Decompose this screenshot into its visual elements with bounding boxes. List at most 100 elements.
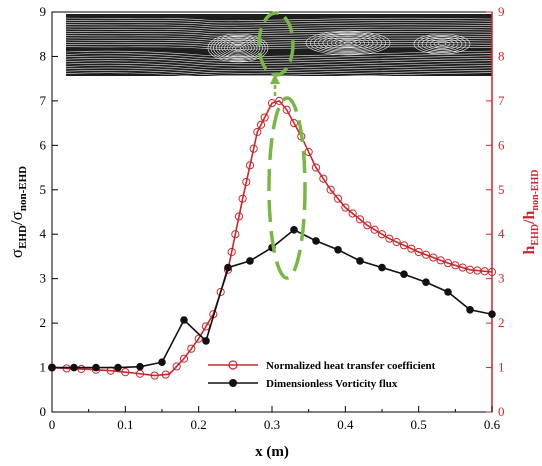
right-tick-label: 5 xyxy=(498,182,505,197)
left-tick-label: 0 xyxy=(40,404,47,419)
legend-marker-heat xyxy=(228,360,238,370)
heat-transfer-point xyxy=(289,119,299,128)
vortex-ring xyxy=(335,39,361,47)
vorticity-point xyxy=(136,362,144,371)
legend-marker-vorticity xyxy=(229,379,237,387)
x-tick-label: 0.1 xyxy=(117,417,133,432)
vortex-ring xyxy=(226,42,250,54)
annotation-ellipse-bottom xyxy=(267,96,307,280)
vorticity-point xyxy=(114,363,122,372)
left-tick-label: 8 xyxy=(40,48,47,63)
vorticity-point xyxy=(444,288,452,296)
heat-transfer-point xyxy=(377,230,387,239)
right-tick-label: 9 xyxy=(498,4,505,19)
heat-transfer-point xyxy=(421,250,431,259)
vortex-ring xyxy=(433,40,451,48)
right-tick-label: 2 xyxy=(498,315,505,330)
heat-transfer-point xyxy=(150,371,159,380)
right-tick-label: 6 xyxy=(498,137,505,152)
vortex-ring xyxy=(305,30,391,56)
heat-transfer-point xyxy=(275,96,284,105)
heat-transfer-point xyxy=(451,261,460,270)
vortex-ring xyxy=(232,45,244,51)
heat-transfer-point xyxy=(234,212,244,221)
heat-transfer-point xyxy=(333,194,343,203)
vortex-ring xyxy=(215,37,261,59)
left-axis: 0 1 2 3 4 5 6 7 8 9 xyxy=(40,4,58,419)
right-tick-label: 8 xyxy=(498,48,505,63)
x-axis: 0 0.1 0.2 0.3 0.4 0.5 0.6 xyxy=(49,406,501,432)
heat-transfer-point xyxy=(326,185,335,194)
heat-transfer-point xyxy=(355,215,365,224)
vortex-ring xyxy=(417,35,467,53)
heat-transfer-point xyxy=(487,267,497,277)
streamline xyxy=(66,39,492,44)
heat-transfer-point xyxy=(282,105,291,114)
heat-transfer-point xyxy=(238,194,247,203)
left-tick-label: 5 xyxy=(40,182,47,197)
left-tick-label: 3 xyxy=(40,271,47,286)
heat-transfer-point xyxy=(256,120,266,129)
vortex-ring xyxy=(339,40,357,46)
heat-transfer-point xyxy=(260,113,269,122)
streamline xyxy=(66,62,492,69)
streamline xyxy=(66,60,492,67)
heat-transfer-point xyxy=(187,344,196,353)
right-tick-label: 4 xyxy=(498,226,505,241)
heat-transfer-point xyxy=(385,234,394,243)
right-axis-title: hEHD/hnon-EHD xyxy=(521,169,541,254)
vorticity-point xyxy=(202,337,210,345)
x-tick-label: 0.4 xyxy=(337,417,354,432)
streamline xyxy=(66,69,492,76)
streamline xyxy=(66,72,492,76)
vorticity-point xyxy=(334,245,342,254)
left-axis-title: σEHD/σnon-EHD xyxy=(7,166,29,258)
annotation-highlight xyxy=(257,11,307,280)
vortex-ring xyxy=(437,42,447,46)
vortex-ring xyxy=(234,46,242,50)
vortex-ring xyxy=(221,40,255,56)
vorticity-point xyxy=(246,257,254,265)
heat-transfer-point xyxy=(370,225,379,234)
vortex-ring xyxy=(421,36,463,52)
heat-transfer-point xyxy=(172,362,181,371)
vortex-ring xyxy=(318,34,378,52)
heat-transfer-point xyxy=(77,364,86,374)
x-tick-label: 0.2 xyxy=(191,417,207,432)
vortex-ring xyxy=(309,31,387,55)
heat-transfer-point xyxy=(62,364,71,373)
x-axis-title: x (m) xyxy=(255,444,289,460)
heat-transfer-point xyxy=(458,263,467,272)
vorticity-point xyxy=(92,363,100,372)
streamline xyxy=(66,26,492,30)
heat-transfer-point xyxy=(443,259,453,268)
vorticity-point xyxy=(488,310,496,319)
heat-transfer-point xyxy=(399,241,409,250)
left-tick-label: 4 xyxy=(40,226,47,241)
left-tick-label: 1 xyxy=(40,360,47,375)
svg-text:σEHD/σnon-EHD: σEHD/σnon-EHD xyxy=(7,166,29,258)
right-tick-label: 7 xyxy=(498,93,505,108)
streamline xyxy=(66,65,492,72)
streamline xyxy=(66,17,492,22)
heat-transfer-point xyxy=(414,247,423,257)
heat-transfer-point xyxy=(216,287,225,297)
heat-transfer-point xyxy=(161,370,170,379)
left-tick-label: 7 xyxy=(40,93,47,108)
right-tick-label: 3 xyxy=(498,271,505,286)
streamline xyxy=(66,50,492,57)
heat-transfer-point xyxy=(311,163,321,172)
vortex-ring xyxy=(224,41,252,55)
heat-transfer-point xyxy=(392,237,401,247)
vortex-ring xyxy=(210,34,266,62)
vortex-ring xyxy=(229,43,247,53)
streamline xyxy=(66,22,492,26)
left-tick-label: 9 xyxy=(40,4,47,19)
annotation-arrowhead xyxy=(270,74,280,84)
heat-transfer-point xyxy=(231,230,240,239)
vorticity-point xyxy=(224,263,232,272)
heat-transfer-point xyxy=(194,334,203,343)
vortex-ring xyxy=(322,35,374,51)
x-tick-label: 0.6 xyxy=(484,417,501,432)
